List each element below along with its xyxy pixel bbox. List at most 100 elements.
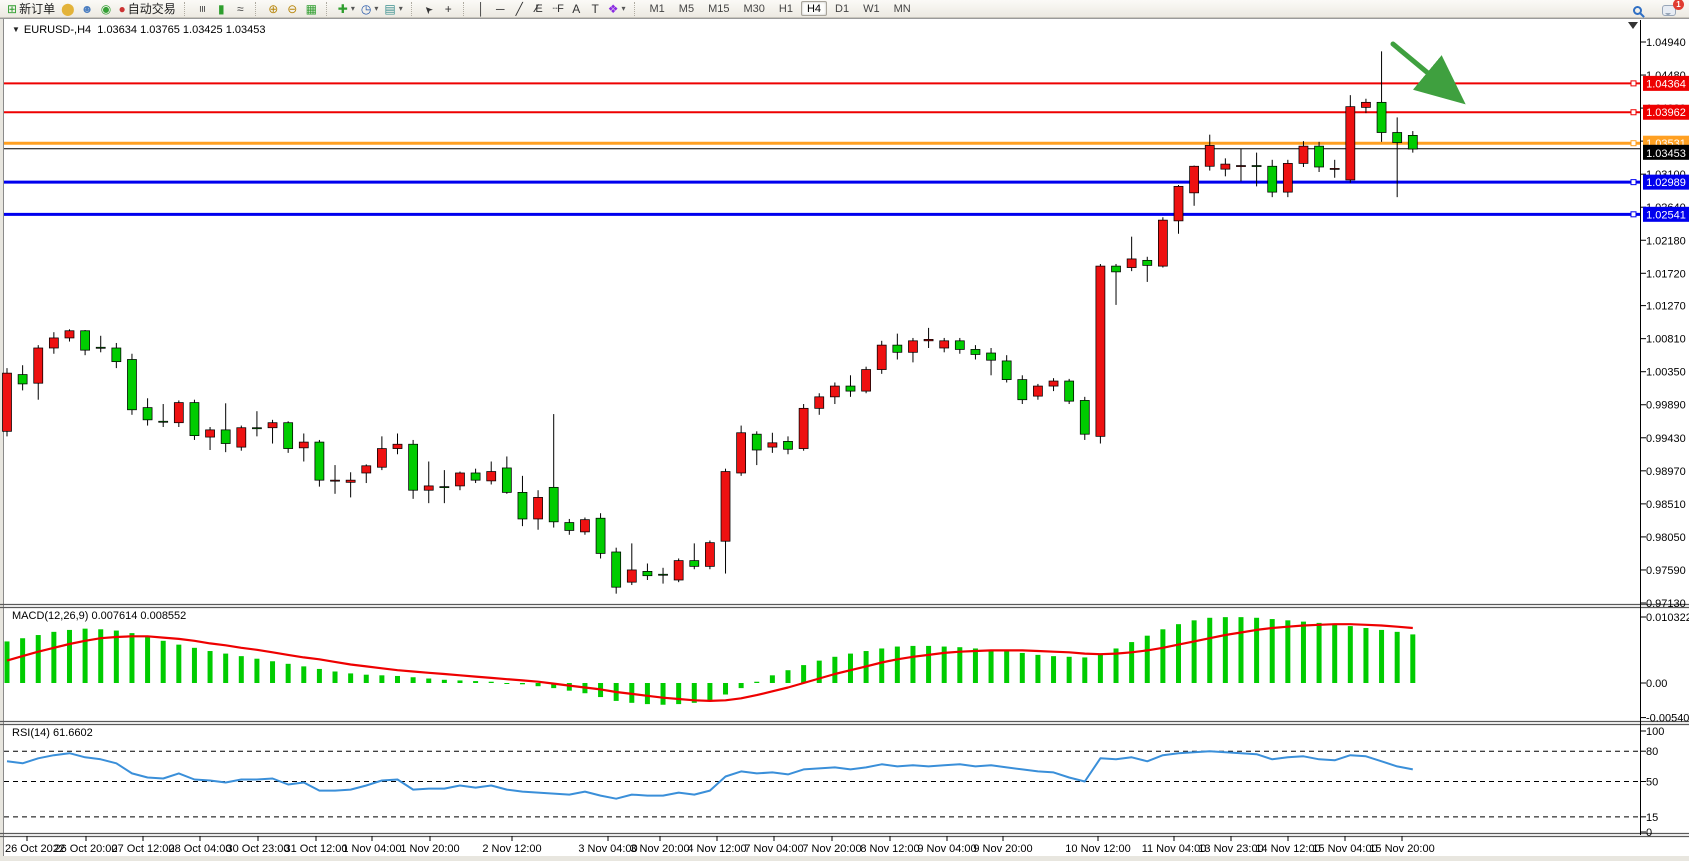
- arrows-button[interactable]: ❖ ▾: [605, 1, 629, 17]
- time-tick-label: 28 Oct 04:00: [169, 843, 232, 855]
- annotation-arrow[interactable]: [1390, 41, 1466, 105]
- price-lines[interactable]: [4, 82, 1640, 216]
- time-tick-label: 11 Nov 04:00: [1142, 843, 1207, 855]
- channel-button[interactable]: ∕∕E: [529, 1, 548, 17]
- price-axis: 1.049401.044801.040201.035601.031001.026…: [1630, 37, 1689, 839]
- timeframe-mn[interactable]: MN: [893, 2, 911, 15]
- bar-chart-button[interactable]: ≡: [193, 1, 212, 17]
- macd-bar: [20, 638, 26, 683]
- macd-bar: [988, 649, 994, 683]
- price-tick-label: 0.98050: [1646, 532, 1686, 544]
- notifications-button[interactable]: 1: [1659, 0, 1684, 18]
- chart-shift-marker[interactable]: [1628, 22, 1638, 29]
- line-handle[interactable]: [1630, 211, 1637, 218]
- bear-candle: [658, 573, 668, 576]
- bear-candle: [1017, 379, 1028, 401]
- bull-candle: [1095, 265, 1106, 437]
- macd-bar: [441, 679, 447, 683]
- periods-button[interactable]: ◷ ▾: [358, 1, 382, 17]
- chevron-down-icon: ▾: [621, 4, 626, 13]
- candlestick-button[interactable]: ▮: [212, 1, 231, 17]
- line-chart-button[interactable]: ≈: [231, 1, 250, 17]
- price-tick-label: 1.00810: [1646, 334, 1686, 346]
- toolbar-separator: [410, 1, 416, 16]
- macd-bar: [1238, 617, 1244, 683]
- bear-candle: [80, 330, 90, 351]
- macd-bar: [1332, 624, 1338, 683]
- bear-candle: [845, 385, 856, 392]
- timeframe-m30[interactable]: M30: [743, 2, 765, 15]
- timeframe-m1[interactable]: M1: [649, 2, 665, 15]
- bear-candle: [548, 486, 559, 523]
- time-tick-label: 30 Oct 23:00: [227, 843, 290, 855]
- bull-candle: [173, 402, 184, 424]
- symbol-dropdown-icon[interactable]: ▼: [12, 25, 20, 34]
- time-tick-label: 7 Nov 20:00: [802, 843, 861, 855]
- text-icon: A: [572, 1, 581, 16]
- cursor-button[interactable]: ➤: [420, 1, 439, 17]
- chart-canvas[interactable]: 1.049401.044801.040201.035601.031001.026…: [0, 18, 1689, 861]
- templates-button[interactable]: ▤ ▾: [381, 1, 405, 17]
- fibonacci-button[interactable]: ┈F: [548, 1, 567, 17]
- timeframe-h4[interactable]: H4: [800, 1, 827, 16]
- macd-bar: [1035, 654, 1041, 683]
- bear-candle: [954, 340, 965, 350]
- timeframe-d1[interactable]: D1: [835, 2, 850, 15]
- text-label-button[interactable]: T: [586, 1, 605, 17]
- time-tick-label: 14 Nov 12:00: [1255, 843, 1320, 855]
- bear-candle: [689, 560, 700, 567]
- macd-bar: [1254, 617, 1260, 683]
- bull-candle: [236, 427, 247, 448]
- bull-candle: [205, 429, 215, 438]
- price-line-label-text: 1.02541: [1646, 209, 1686, 221]
- signal-button[interactable]: ◉: [97, 1, 116, 17]
- channel-icon: ∕∕E: [535, 2, 543, 15]
- line-handle[interactable]: [1630, 179, 1637, 186]
- chat-button[interactable]: ⬤: [58, 1, 77, 17]
- rsi-tick-label: 0: [1646, 827, 1652, 839]
- timeframe-w1[interactable]: W1: [863, 2, 880, 15]
- timeframe-m15[interactable]: M15: [708, 2, 730, 15]
- macd-bar: [769, 675, 775, 683]
- macd-bar: [1300, 621, 1306, 683]
- horizontal-line-button[interactable]: ─: [491, 1, 510, 17]
- new-chart-button[interactable]: ✚ ▾: [335, 1, 358, 17]
- bull-candle: [580, 519, 590, 533]
- zoom-out-button[interactable]: ⊖: [283, 1, 302, 17]
- bull-candle: [33, 347, 44, 384]
- vertical-line-button[interactable]: │: [472, 1, 491, 17]
- time-tick-label: 13 Nov 23:00: [1198, 843, 1263, 855]
- profile-button[interactable]: ☻: [78, 1, 97, 17]
- macd-tick-label: 0.010322: [1646, 612, 1689, 624]
- zoom-in-button[interactable]: ⊕: [264, 1, 283, 17]
- bull-candle: [2, 372, 12, 432]
- trendline-button[interactable]: ╱: [510, 1, 529, 17]
- macd-bar: [1051, 656, 1057, 683]
- bear-candle: [1142, 259, 1153, 266]
- line-handle[interactable]: [1630, 109, 1637, 116]
- rsi-line: [6, 750, 1413, 800]
- time-tick-label: 10 Nov 12:00: [1065, 843, 1130, 855]
- bull-candle: [814, 396, 825, 409]
- macd-bar: [223, 653, 229, 683]
- macd-bar: [1285, 620, 1291, 683]
- line-handle[interactable]: [1630, 140, 1637, 147]
- macd-bar: [363, 674, 369, 683]
- macd-bar: [707, 683, 713, 701]
- bull-candle: [345, 479, 356, 483]
- macd-bar: [176, 644, 182, 683]
- timeframe-m5[interactable]: M5: [678, 2, 695, 15]
- text-button[interactable]: A: [567, 1, 586, 17]
- line-handle[interactable]: [1630, 80, 1637, 87]
- timeframe-h1[interactable]: H1: [778, 2, 793, 15]
- autotrade-button[interactable]: ● 自动交易: [116, 1, 179, 17]
- macd-bar: [879, 648, 885, 683]
- toolbar-separator: [462, 1, 468, 16]
- bear-candle: [470, 472, 481, 481]
- new-order-button[interactable]: ⊞ 新订单: [4, 1, 58, 17]
- search-button[interactable]: [1628, 2, 1647, 18]
- tile-windows-button[interactable]: ▦: [302, 1, 321, 17]
- rsi-panel: [4, 750, 1640, 818]
- crosshair-button[interactable]: +: [439, 1, 458, 17]
- macd-bar: [1207, 617, 1213, 683]
